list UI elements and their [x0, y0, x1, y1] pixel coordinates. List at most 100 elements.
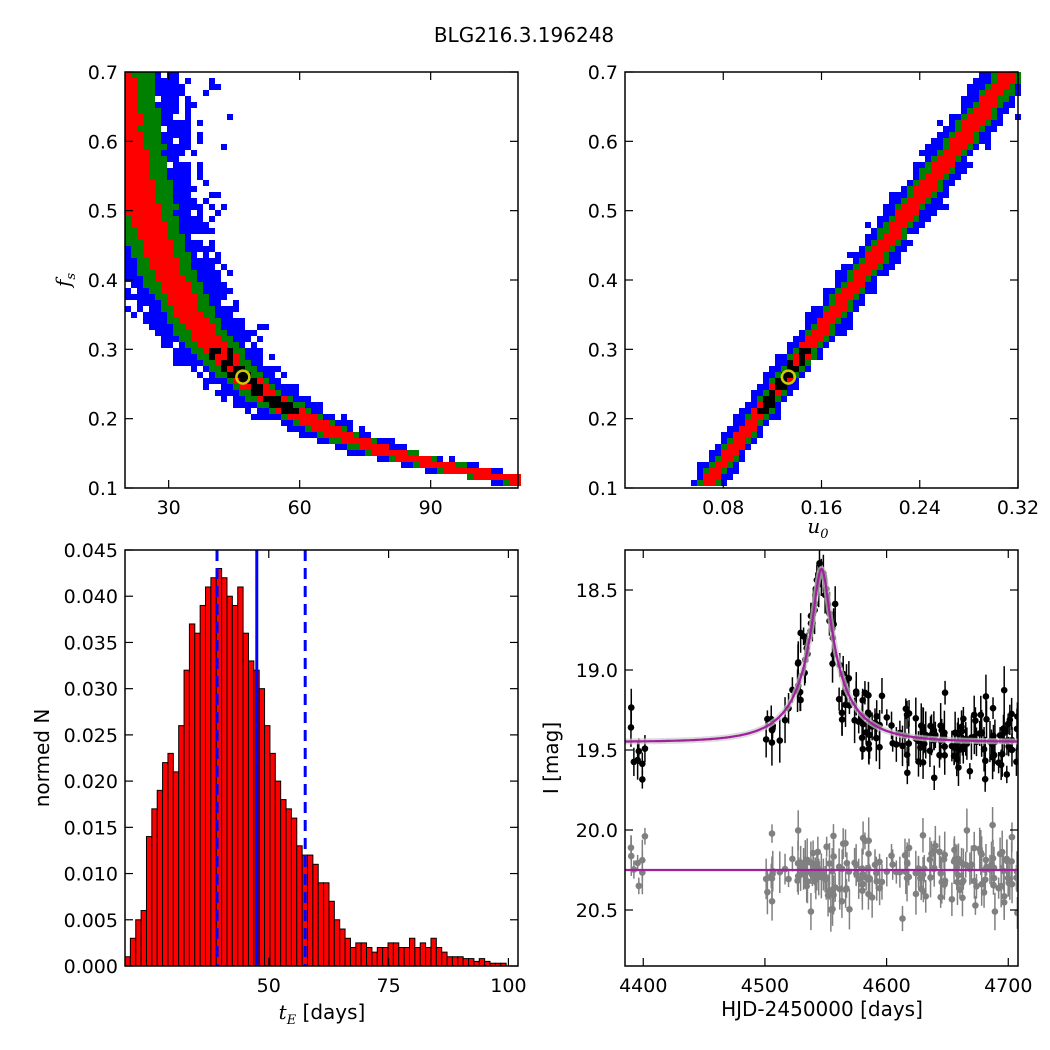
undefined-density-cell — [203, 300, 209, 306]
undefined-density-cell — [739, 426, 745, 432]
undefined-density-cell — [173, 288, 179, 294]
undefined-density-cell — [913, 216, 919, 222]
undefined-density-cell — [943, 186, 949, 192]
undefined-density-cell — [191, 354, 197, 360]
undefined-density-cell — [269, 384, 275, 390]
undefined-density-cell — [137, 114, 143, 120]
undefined-density-cell — [167, 186, 173, 192]
undefined-density-cell — [835, 318, 841, 324]
undefined-density-cell — [769, 384, 775, 390]
undefined-density-cell — [161, 270, 167, 276]
undefined-density-cell — [745, 432, 751, 438]
undefined-density-cell — [155, 150, 161, 156]
undefined-density-cell — [341, 438, 347, 444]
undefined-density-cell — [239, 318, 245, 324]
undefined-density-cell — [143, 84, 149, 90]
undefined-density-cell — [1009, 78, 1015, 84]
undefined-density-cell — [185, 282, 191, 288]
undefined-density-cell — [733, 468, 739, 474]
undefined-density-cell — [359, 444, 365, 450]
undefined-density-cell — [221, 348, 227, 354]
undefined-density-cell — [173, 336, 179, 342]
undefined-density-cell — [973, 120, 979, 126]
undefined-density-cell — [233, 318, 239, 324]
te-fs-ticks: 30 60 900.10.20.30.40.50.60.7 — [88, 62, 518, 519]
undefined-density-cell — [883, 210, 889, 216]
undefined-density-cell — [901, 246, 907, 252]
undefined-density-cell — [859, 294, 865, 300]
undefined-density-cell — [137, 186, 143, 192]
undefined-density-cell — [979, 90, 985, 96]
undefined-density-cell — [161, 234, 167, 240]
undefined-density-cell — [143, 234, 149, 240]
undefined-density-cell — [389, 456, 395, 462]
undefined-density-cell — [143, 198, 149, 204]
undefined-density-cell — [191, 258, 197, 264]
undefined-density-cell — [745, 414, 751, 420]
undefined-density-cell — [281, 384, 287, 390]
undefined-density-cell — [973, 114, 979, 120]
undefined-density-cell — [179, 144, 185, 150]
undefined-density-cell — [161, 258, 167, 264]
undefined-density-cell — [173, 354, 179, 360]
undefined-density-cell — [191, 342, 197, 348]
undefined-density-cell — [203, 282, 209, 288]
undefined-density-cell — [991, 114, 997, 120]
undefined-density-cell — [185, 276, 191, 282]
light-curve-residual-point — [1004, 874, 1012, 882]
panel-te-histogram: 50 75 1000.0000.0050.0100.0150.0200.0250.0… — [30, 540, 527, 1028]
undefined-density-cell — [155, 168, 161, 174]
undefined-density-cell — [263, 366, 269, 372]
undefined-density-cell — [919, 192, 925, 198]
te-hist-bar — [376, 947, 384, 967]
te-hist-bar — [462, 958, 470, 967]
undefined-density-cell — [143, 138, 149, 144]
light-curve-data-point — [1003, 771, 1011, 778]
undefined-density-cell — [443, 462, 449, 468]
undefined-density-cell — [757, 402, 763, 408]
undefined-density-cell — [125, 192, 131, 198]
undefined-density-cell — [961, 102, 967, 108]
undefined-density-cell — [955, 138, 961, 144]
undefined-density-cell — [155, 186, 161, 192]
undefined-density-cell — [757, 396, 763, 402]
undefined-density-cell — [859, 276, 865, 282]
undefined-density-cell — [895, 198, 901, 204]
undefined-density-cell — [811, 342, 817, 348]
undefined-density-cell — [985, 126, 991, 132]
undefined-density-cell — [131, 198, 137, 204]
undefined-density-cell — [131, 150, 137, 156]
undefined-density-cell — [125, 78, 131, 84]
undefined-density-cell — [973, 90, 979, 96]
undefined-density-cell — [185, 330, 191, 336]
undefined-density-cell — [137, 90, 143, 96]
undefined-density-cell — [125, 186, 131, 192]
undefined-density-cell — [245, 402, 251, 408]
undefined-density-cell — [161, 150, 167, 156]
undefined-density-cell — [781, 372, 787, 378]
light-curve-residual-point — [855, 875, 863, 883]
undefined-density-cell — [179, 90, 185, 96]
undefined-density-cell — [125, 276, 131, 282]
undefined-density-cell — [191, 186, 197, 192]
undefined-density-cell — [215, 276, 221, 282]
undefined-density-cell — [299, 432, 305, 438]
te-hist-bar — [269, 752, 276, 967]
light-curve-data-point — [990, 752, 998, 759]
undefined-density-cell — [179, 120, 185, 126]
undefined-density-cell — [877, 264, 883, 270]
undefined-density-cell — [257, 354, 263, 360]
undefined-density-cell — [401, 450, 407, 456]
undefined-density-cell — [143, 312, 149, 318]
undefined-density-cell — [793, 354, 799, 360]
light-curve-residual-point — [919, 871, 927, 878]
undefined-density-cell — [817, 324, 823, 330]
undefined-density-cell — [835, 288, 841, 294]
undefined-density-cell — [793, 360, 799, 366]
te-fs-ylabel: fs — [51, 273, 79, 289]
undefined-density-cell — [347, 444, 353, 450]
undefined-density-cell — [233, 390, 239, 396]
undefined-density-cell — [173, 216, 179, 222]
undefined-density-cell — [203, 342, 209, 348]
undefined-density-cell — [263, 372, 269, 378]
